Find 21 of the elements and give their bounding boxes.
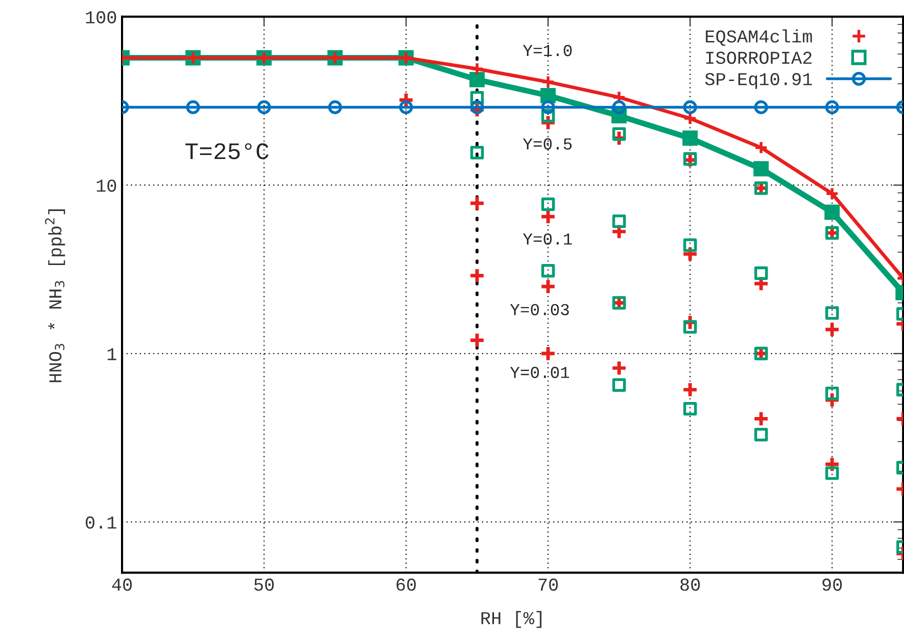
x-axis-title: RH [%] (481, 611, 542, 628)
legend-label: SP-Eq10.91 (705, 73, 812, 89)
x-tick-label: 80 (680, 578, 700, 591)
y-tick-label: 100 (86, 11, 116, 24)
x-tick-label: 70 (538, 578, 558, 591)
x-tick-label: 60 (396, 578, 416, 591)
legend-label: EQSAM4clim (706, 29, 812, 46)
annotation: Y=0.01 (510, 366, 570, 378)
y-tick-label: 0.1 (86, 516, 116, 529)
y-tick-label: 10 (96, 180, 116, 192)
x-tick-label: 50 (254, 578, 274, 591)
x-tick-label: 40 (112, 578, 132, 591)
annotation: Y=0.1 (523, 233, 572, 245)
annotation: Y=1.0 (523, 44, 572, 56)
legend-label: ISORROPIA2 (706, 52, 812, 64)
annotation: Y=0.03 (510, 304, 569, 316)
annotation: T=25°C (185, 143, 269, 160)
text: HNO$_{3}$ * NH$_{3}$ [ppb$^{2}$] (45, 209, 66, 382)
y-tick-label: 1 (108, 348, 116, 360)
x-tick-label: 90 (822, 578, 842, 591)
annotation: Y=0.5 (523, 138, 572, 150)
